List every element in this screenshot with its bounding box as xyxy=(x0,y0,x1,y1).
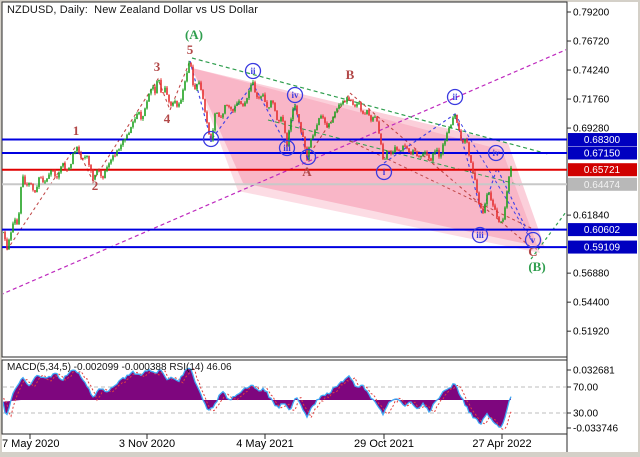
wave-label-iii[interactable]: iii xyxy=(471,226,489,244)
svg-text:0.64474: 0.64474 xyxy=(584,180,621,191)
svg-text:iii: iii xyxy=(283,143,291,153)
wave-c-path[interactable] xyxy=(383,113,534,244)
date-label: 4 May 2021 xyxy=(236,438,293,450)
price-badge-0.65721: 0.65721 xyxy=(568,163,637,177)
svg-text:3: 3 xyxy=(154,59,161,74)
price-badge-0.60602: 0.60602 xyxy=(568,223,637,237)
svg-text:(A): (A) xyxy=(185,27,203,42)
wave-label-A[interactable]: (A) xyxy=(185,27,203,42)
time-axis[interactable]: 7 May 2020 3 Nov 2020 4 May 2021 29 Oct 202… xyxy=(2,434,532,450)
svg-text:ii: ii xyxy=(452,92,458,102)
svg-text:(B): (B) xyxy=(528,259,545,274)
wedge-overlays[interactable] xyxy=(192,68,545,253)
svg-text:0.60602: 0.60602 xyxy=(584,225,621,236)
svg-text:0.61840: 0.61840 xyxy=(573,211,610,222)
svg-text:0.79200: 0.79200 xyxy=(573,8,610,19)
svg-text:0.71760: 0.71760 xyxy=(573,95,610,106)
svg-text:0.67150: 0.67150 xyxy=(584,148,621,159)
wave-label-5[interactable]: 5 xyxy=(187,42,194,57)
svg-text:iv: iv xyxy=(291,90,299,100)
svg-text:0.65721: 0.65721 xyxy=(584,165,621,176)
svg-text:0.74240: 0.74240 xyxy=(573,66,610,77)
wave-label-v[interactable]: v xyxy=(299,148,317,166)
svg-text:0.59109: 0.59109 xyxy=(584,243,621,254)
bullish-trendline[interactable] xyxy=(0,48,570,295)
wave-label-1[interactable]: 1 xyxy=(73,123,80,138)
svg-text:1: 1 xyxy=(73,123,80,138)
svg-text:0.032681: 0.032681 xyxy=(573,366,615,377)
svg-text:0.51920: 0.51920 xyxy=(573,327,610,338)
svg-text:iv: iv xyxy=(492,148,500,158)
wave-channel-mid[interactable] xyxy=(267,119,521,186)
wave-label-2[interactable]: 2 xyxy=(92,178,99,193)
wave-label-iii[interactable]: iii xyxy=(278,139,296,157)
indicator-label: MACD(5,34,5) -0.002099 -0.000388 RSI(14)… xyxy=(7,362,232,373)
svg-text:C: C xyxy=(528,244,537,259)
svg-text:A: A xyxy=(302,164,312,179)
svg-text:4: 4 xyxy=(164,111,171,126)
macd-indicator xyxy=(3,367,566,430)
svg-text:2: 2 xyxy=(92,178,99,193)
wave-label-C[interactable]: C xyxy=(528,244,537,259)
svg-text:5: 5 xyxy=(187,42,194,57)
svg-text:B: B xyxy=(346,67,355,82)
svg-text:0.69280: 0.69280 xyxy=(573,124,610,135)
wave-a-path[interactable] xyxy=(189,60,308,159)
svg-text:i: i xyxy=(210,134,213,144)
price-badge-0.68300: 0.68300 xyxy=(568,133,637,147)
wave-label-ii[interactable]: ii xyxy=(244,62,262,80)
trend-lines[interactable] xyxy=(0,48,570,295)
wedge-secondary[interactable] xyxy=(192,68,540,253)
wave-c-fan[interactable] xyxy=(454,113,534,244)
price-badge-0.59109: 0.59109 xyxy=(568,240,637,254)
wave-a-channel-upper[interactable] xyxy=(191,57,549,155)
candlesticks xyxy=(3,60,512,251)
svg-text:-0.033746: -0.033746 xyxy=(573,424,618,435)
price-badge-0.64474: 0.64474 xyxy=(568,177,637,191)
wave-label-iv[interactable]: iv xyxy=(487,144,505,162)
svg-text:30.00: 30.00 xyxy=(573,409,598,420)
wave-label-iv[interactable]: iv xyxy=(286,86,304,104)
svg-text:0.56880: 0.56880 xyxy=(573,269,610,280)
price-badge-0.67150: 0.67150 xyxy=(568,146,637,160)
wave-label-A[interactable]: A xyxy=(302,164,312,179)
date-label: 27 Apr 2022 xyxy=(472,438,531,450)
svg-text:0.68300: 0.68300 xyxy=(584,135,621,146)
svg-text:i: i xyxy=(383,167,386,177)
horizontal-level-lines[interactable] xyxy=(2,138,567,249)
wave-label-v[interactable]: v xyxy=(524,231,542,249)
date-label: 7 May 2020 xyxy=(2,438,59,450)
date-label: 29 Oct 2021 xyxy=(354,438,414,450)
wedge-primary[interactable] xyxy=(192,68,545,248)
wave-label-4[interactable]: 4 xyxy=(164,111,171,126)
wave-label-ii[interactable]: ii xyxy=(446,88,464,106)
target-projection[interactable] xyxy=(530,211,566,260)
svg-text:0.76720: 0.76720 xyxy=(573,37,610,48)
chart-title: NZDUSD, Daily: New Zealand Dollar vs US … xyxy=(7,4,259,16)
svg-text:ii: ii xyxy=(250,66,256,76)
svg-text:iii: iii xyxy=(476,230,484,240)
wave-label-i[interactable]: i xyxy=(202,130,220,148)
date-label: 3 Nov 2020 xyxy=(119,438,175,450)
wave-label-B[interactable]: (B) xyxy=(528,259,545,274)
svg-text:70.00: 70.00 xyxy=(573,383,598,394)
svg-text:v: v xyxy=(306,152,311,162)
wave-label-3[interactable]: 3 xyxy=(154,59,161,74)
svg-text:v: v xyxy=(531,235,536,245)
price-axis[interactable]: 0.68300 0.67150 0.65721 0.64474 0.60602 0.591… xyxy=(567,8,637,435)
wave-label-i[interactable]: i xyxy=(375,163,393,181)
wave-c-line[interactable] xyxy=(349,92,534,250)
wave-label-B[interactable]: B xyxy=(346,67,355,82)
wave-c-channel[interactable] xyxy=(349,140,534,230)
svg-text:0.54400: 0.54400 xyxy=(573,298,610,309)
